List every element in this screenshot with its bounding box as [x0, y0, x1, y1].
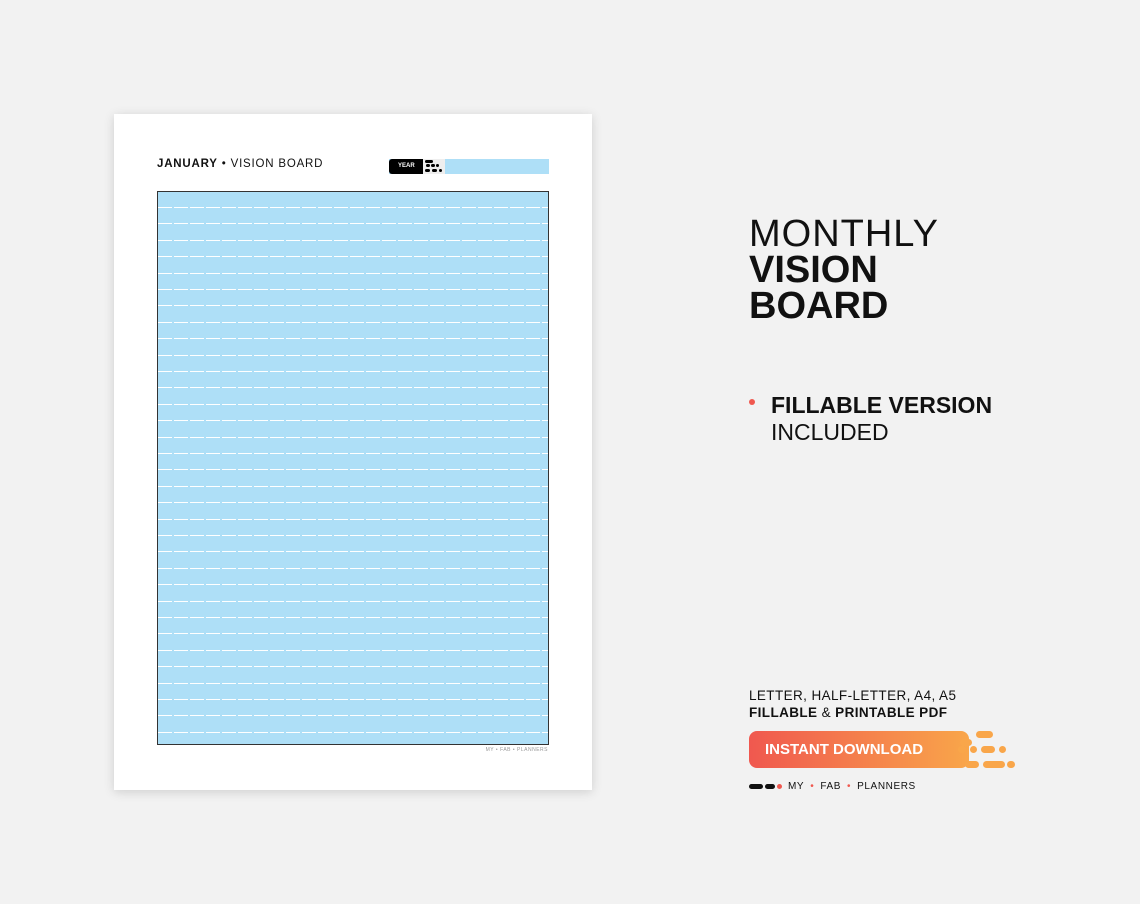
writing-line [158, 551, 548, 553]
brand-logo: MY • FAB • PLANNERS [749, 781, 916, 792]
writing-line [158, 633, 548, 635]
year-label: YEAR [389, 159, 425, 174]
writing-line [158, 256, 548, 258]
headline-line1: MONTHLY [749, 213, 939, 255]
writing-line [158, 502, 548, 504]
format-sizes: LETTER, HALF-LETTER, A4, A5 [749, 688, 957, 703]
writing-line [158, 387, 548, 389]
month-label: JANUARY [157, 158, 218, 170]
brand-sep: • [810, 781, 815, 792]
writing-line [158, 403, 548, 405]
board-title: VISION BOARD [230, 158, 324, 170]
writing-line [158, 682, 548, 684]
writing-line [158, 699, 548, 700]
writing-line [158, 420, 548, 422]
writing-line [158, 371, 548, 372]
brand-word-my: MY [788, 781, 805, 792]
writing-line [158, 338, 548, 340]
writing-line [158, 535, 548, 536]
writing-line [158, 584, 548, 586]
bullet-dot-icon [749, 399, 755, 405]
writing-line [158, 617, 548, 618]
headline-line3: BOARD [749, 285, 889, 327]
writing-line [158, 272, 548, 274]
feature-bullet: FILLABLE VERSION INCLUDED [749, 392, 992, 446]
feature-rest: INCLUDED [771, 419, 889, 445]
writing-line [158, 715, 548, 717]
title-separator: • [221, 158, 227, 170]
writing-line [158, 453, 548, 454]
feature-bold: FILLABLE VERSION [771, 392, 993, 418]
format-info: LETTER, HALF-LETTER, A4, A5 FILLABLE & P… [749, 687, 956, 721]
writing-line [158, 207, 548, 208]
instant-download-button[interactable]: INSTANT DOWNLOAD [749, 731, 969, 768]
fillable-label: FILLABLE [749, 705, 818, 720]
dots-decoration-icon [423, 159, 445, 174]
writing-line [158, 469, 548, 471]
writing-line [158, 485, 548, 487]
writing-line [158, 731, 548, 733]
writing-line [158, 289, 548, 290]
writing-line [158, 518, 548, 520]
planner-page-preview: JANUARY • VISION BOARD YEAR MY • FAB • P… [114, 114, 592, 790]
brand-mark-icon [749, 784, 782, 789]
writing-line [158, 600, 548, 602]
amp: & [821, 705, 832, 720]
writing-line [158, 223, 548, 225]
writing-line [158, 305, 548, 307]
vision-board-area[interactable] [157, 191, 549, 745]
writing-line [158, 239, 548, 241]
writing-line [158, 666, 548, 668]
page-footer-brand: MY • FAB • PLANNERS [485, 747, 548, 753]
printable-label: PRINTABLE PDF [835, 705, 948, 720]
year-field[interactable]: YEAR [389, 159, 549, 174]
page-title: JANUARY • VISION BOARD [157, 158, 323, 170]
writing-line [158, 321, 548, 323]
writing-line [158, 567, 548, 569]
brand-sep: • [847, 781, 852, 792]
writing-line [158, 649, 548, 651]
writing-line [158, 354, 548, 356]
headline: MONTHLY VISION BOARD [749, 213, 939, 327]
headline-line2: VISION [749, 249, 878, 291]
brand-word-planners: PLANNERS [857, 781, 916, 792]
brand-word-fab: FAB [820, 781, 842, 792]
writing-line [158, 436, 548, 438]
